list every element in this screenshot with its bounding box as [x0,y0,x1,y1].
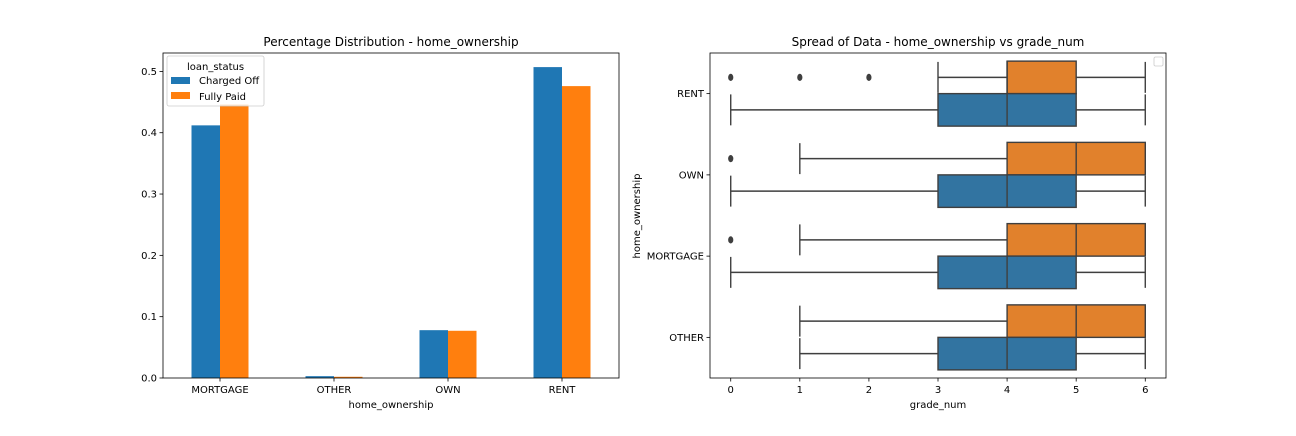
bar-fully-paid-rent [562,86,591,378]
y-tick-label: 0.1 [141,312,157,323]
x-tick-label: 0 [728,385,734,396]
bar-group [191,67,591,379]
y-tick-label: 0.2 [141,251,157,262]
legend-frame [166,55,265,107]
bar-charged-off-own [419,330,448,378]
bar-fully-paid-own [448,330,477,378]
x-tick-label-rent: RENT [549,385,577,396]
box-group [728,60,1146,371]
bar-chart-frame [162,52,620,379]
y-tick-label: 0.0 [141,374,157,385]
x-tick-label: 6 [1142,385,1148,396]
y-tick-label: 0.3 [141,190,157,201]
x-tick-label: 1 [797,385,803,396]
y-axis-ticks: RENT OWN MORTGAGE OTHER [647,89,710,344]
legend-title: loan_status [187,62,244,73]
y-tick-label: 0.5 [141,67,157,78]
empty-legend [1153,56,1164,67]
bar-fully-paid-mortgage [220,104,249,379]
bar-chart-legend: loan_status Charged Off Fully Paid [166,55,265,107]
y-tick-label: 0.4 [141,128,157,139]
x-tick-label-own: OWN [435,385,460,396]
x-tick-label: 4 [1004,385,1010,396]
legend-swatch-charged-off [171,77,190,84]
y-tick-label-mortgage: MORTGAGE [647,252,704,263]
bar-charged-off-rent [533,67,562,379]
x-tick-label: 3 [935,385,941,396]
bar-charged-off-mortgage [191,125,220,378]
x-tick-label: 5 [1073,385,1079,396]
x-tick-label-other: OTHER [317,385,352,396]
y-tick-label-other: OTHER [669,333,704,344]
bar-chart-title: Percentage Distribution - home_ownership [263,35,518,49]
legend-label-charged-off: Charged Off [199,76,260,87]
box-0-rent-outlier [866,73,872,81]
x-tick-label: 2 [866,385,872,396]
box-plot-xlabel: grade_num [910,400,967,411]
box-plot-title: Spread of Data - home_ownership vs grade… [792,35,1085,49]
x-tick-label-mortgage: MORTGAGE [191,385,248,396]
x-axis-ticks: 0 1 2 3 4 5 6 [728,378,1148,396]
box-plot-frame [709,52,1167,379]
y-tick-label-rent: RENT [677,89,705,100]
box-0-rent-outlier [728,73,734,81]
box-plot: Spread of Data - home_ownership vs grade… [632,35,1167,411]
y-tick-label-own: OWN [679,170,704,181]
x-axis-ticks: MORTGAGE OTHER OWN RENT [191,378,576,396]
bar-chart: Percentage Distribution - home_ownership… [141,35,620,411]
bar-chart-xlabel: home_ownership [349,400,434,411]
bar-charged-off-other [305,376,334,378]
box-0-rent-outlier [797,73,803,81]
box-plot-ylabel: home_ownership [632,174,643,259]
legend-swatch-fully-paid [171,92,190,99]
box-0-rent-iqr [1006,60,1077,95]
box-0-own-outlier [728,155,734,163]
y-axis-ticks: 0.0 0.1 0.2 0.3 0.4 0.5 [141,67,163,385]
legend-label-fully-paid: Fully Paid [199,92,246,103]
bar-fully-paid-other [334,376,363,378]
box-0-mortgage-outlier [728,236,734,244]
